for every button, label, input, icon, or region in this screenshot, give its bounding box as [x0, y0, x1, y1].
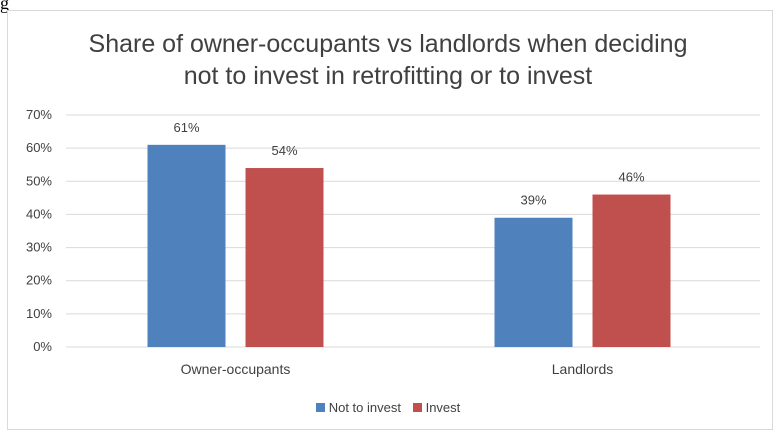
bar: [494, 217, 573, 347]
data-label: 61%: [173, 120, 199, 135]
y-tick-label: 20%: [26, 273, 52, 288]
data-label: 46%: [618, 170, 644, 185]
y-tick-label: 10%: [26, 306, 52, 321]
legend-label-not-to-invest: Not to invest: [328, 400, 401, 415]
y-tick-label: 60%: [26, 140, 52, 155]
legend-label-invest: Invest: [425, 400, 461, 415]
top-text-fragment: g: [0, 0, 9, 13]
bar: [592, 194, 671, 347]
x-category-label: Landlords: [552, 361, 614, 377]
y-tick-label: 40%: [26, 206, 52, 221]
legend-item-not-to-invest: Not to invest: [315, 400, 401, 415]
bar: [147, 144, 226, 347]
legend-item-invest: Invest: [412, 400, 461, 415]
chart-legend: Not to invest Invest: [0, 400, 776, 415]
bar: [245, 168, 324, 347]
data-label: 39%: [520, 193, 546, 208]
data-label: 54%: [271, 143, 297, 158]
y-tick-label: 70%: [26, 107, 52, 122]
legend-swatch-invest: [412, 403, 422, 412]
y-tick-label: 30%: [26, 240, 52, 255]
chart-title-line-1: Share of owner-occupants vs landlords wh…: [88, 30, 688, 58]
chart-title-line-2: not to invest in retrofitting or to inve…: [183, 62, 593, 90]
legend-swatch-not-to-invest: [315, 403, 325, 412]
y-tick-label: 50%: [26, 173, 52, 188]
y-tick-label: 0%: [33, 339, 52, 354]
x-category-label: Owner-occupants: [181, 361, 291, 377]
